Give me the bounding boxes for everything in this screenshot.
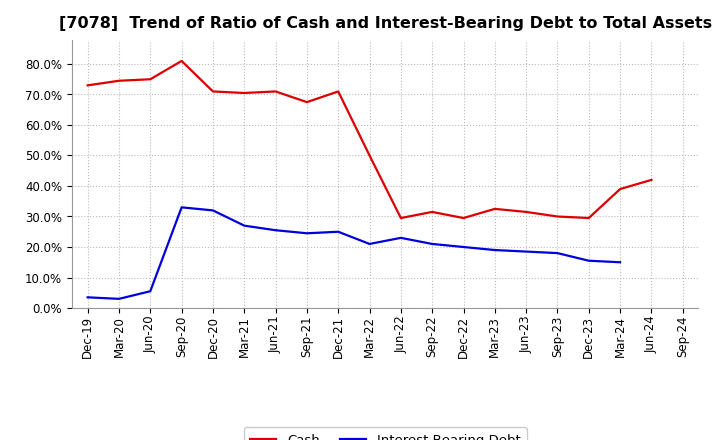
Interest-Bearing Debt — [522, 249, 531, 254]
Interest-Bearing Debt — [585, 258, 593, 264]
Cash — [271, 89, 280, 94]
Interest-Bearing Debt — [84, 295, 92, 300]
Interest-Bearing Debt — [271, 227, 280, 233]
Interest-Bearing Debt — [553, 250, 562, 256]
Cash — [209, 89, 217, 94]
Cash — [177, 59, 186, 64]
Interest-Bearing Debt — [490, 247, 499, 253]
Interest-Bearing Debt — [146, 289, 155, 294]
Title: [7078]  Trend of Ratio of Cash and Interest-Bearing Debt to Total Assets: [7078] Trend of Ratio of Cash and Intere… — [58, 16, 712, 32]
Interest-Bearing Debt — [334, 229, 343, 235]
Interest-Bearing Debt — [616, 260, 624, 265]
Cash — [616, 187, 624, 192]
Cash — [240, 90, 248, 95]
Cash — [334, 89, 343, 94]
Cash — [146, 77, 155, 82]
Interest-Bearing Debt — [365, 241, 374, 246]
Cash — [647, 177, 656, 183]
Interest-Bearing Debt — [209, 208, 217, 213]
Cash — [365, 153, 374, 158]
Interest-Bearing Debt — [459, 244, 468, 249]
Interest-Bearing Debt — [240, 223, 248, 228]
Cash — [459, 216, 468, 221]
Line: Cash: Cash — [88, 61, 652, 218]
Interest-Bearing Debt — [428, 241, 436, 246]
Interest-Bearing Debt — [177, 205, 186, 210]
Legend: Cash, Interest-Bearing Debt: Cash, Interest-Bearing Debt — [243, 427, 527, 440]
Interest-Bearing Debt — [302, 231, 311, 236]
Interest-Bearing Debt — [397, 235, 405, 241]
Interest-Bearing Debt — [114, 296, 123, 301]
Cash — [84, 83, 92, 88]
Cash — [585, 216, 593, 221]
Line: Interest-Bearing Debt: Interest-Bearing Debt — [88, 207, 620, 299]
Cash — [522, 209, 531, 215]
Cash — [490, 206, 499, 212]
Cash — [553, 214, 562, 219]
Cash — [302, 99, 311, 105]
Cash — [428, 209, 436, 215]
Cash — [114, 78, 123, 84]
Cash — [397, 216, 405, 221]
